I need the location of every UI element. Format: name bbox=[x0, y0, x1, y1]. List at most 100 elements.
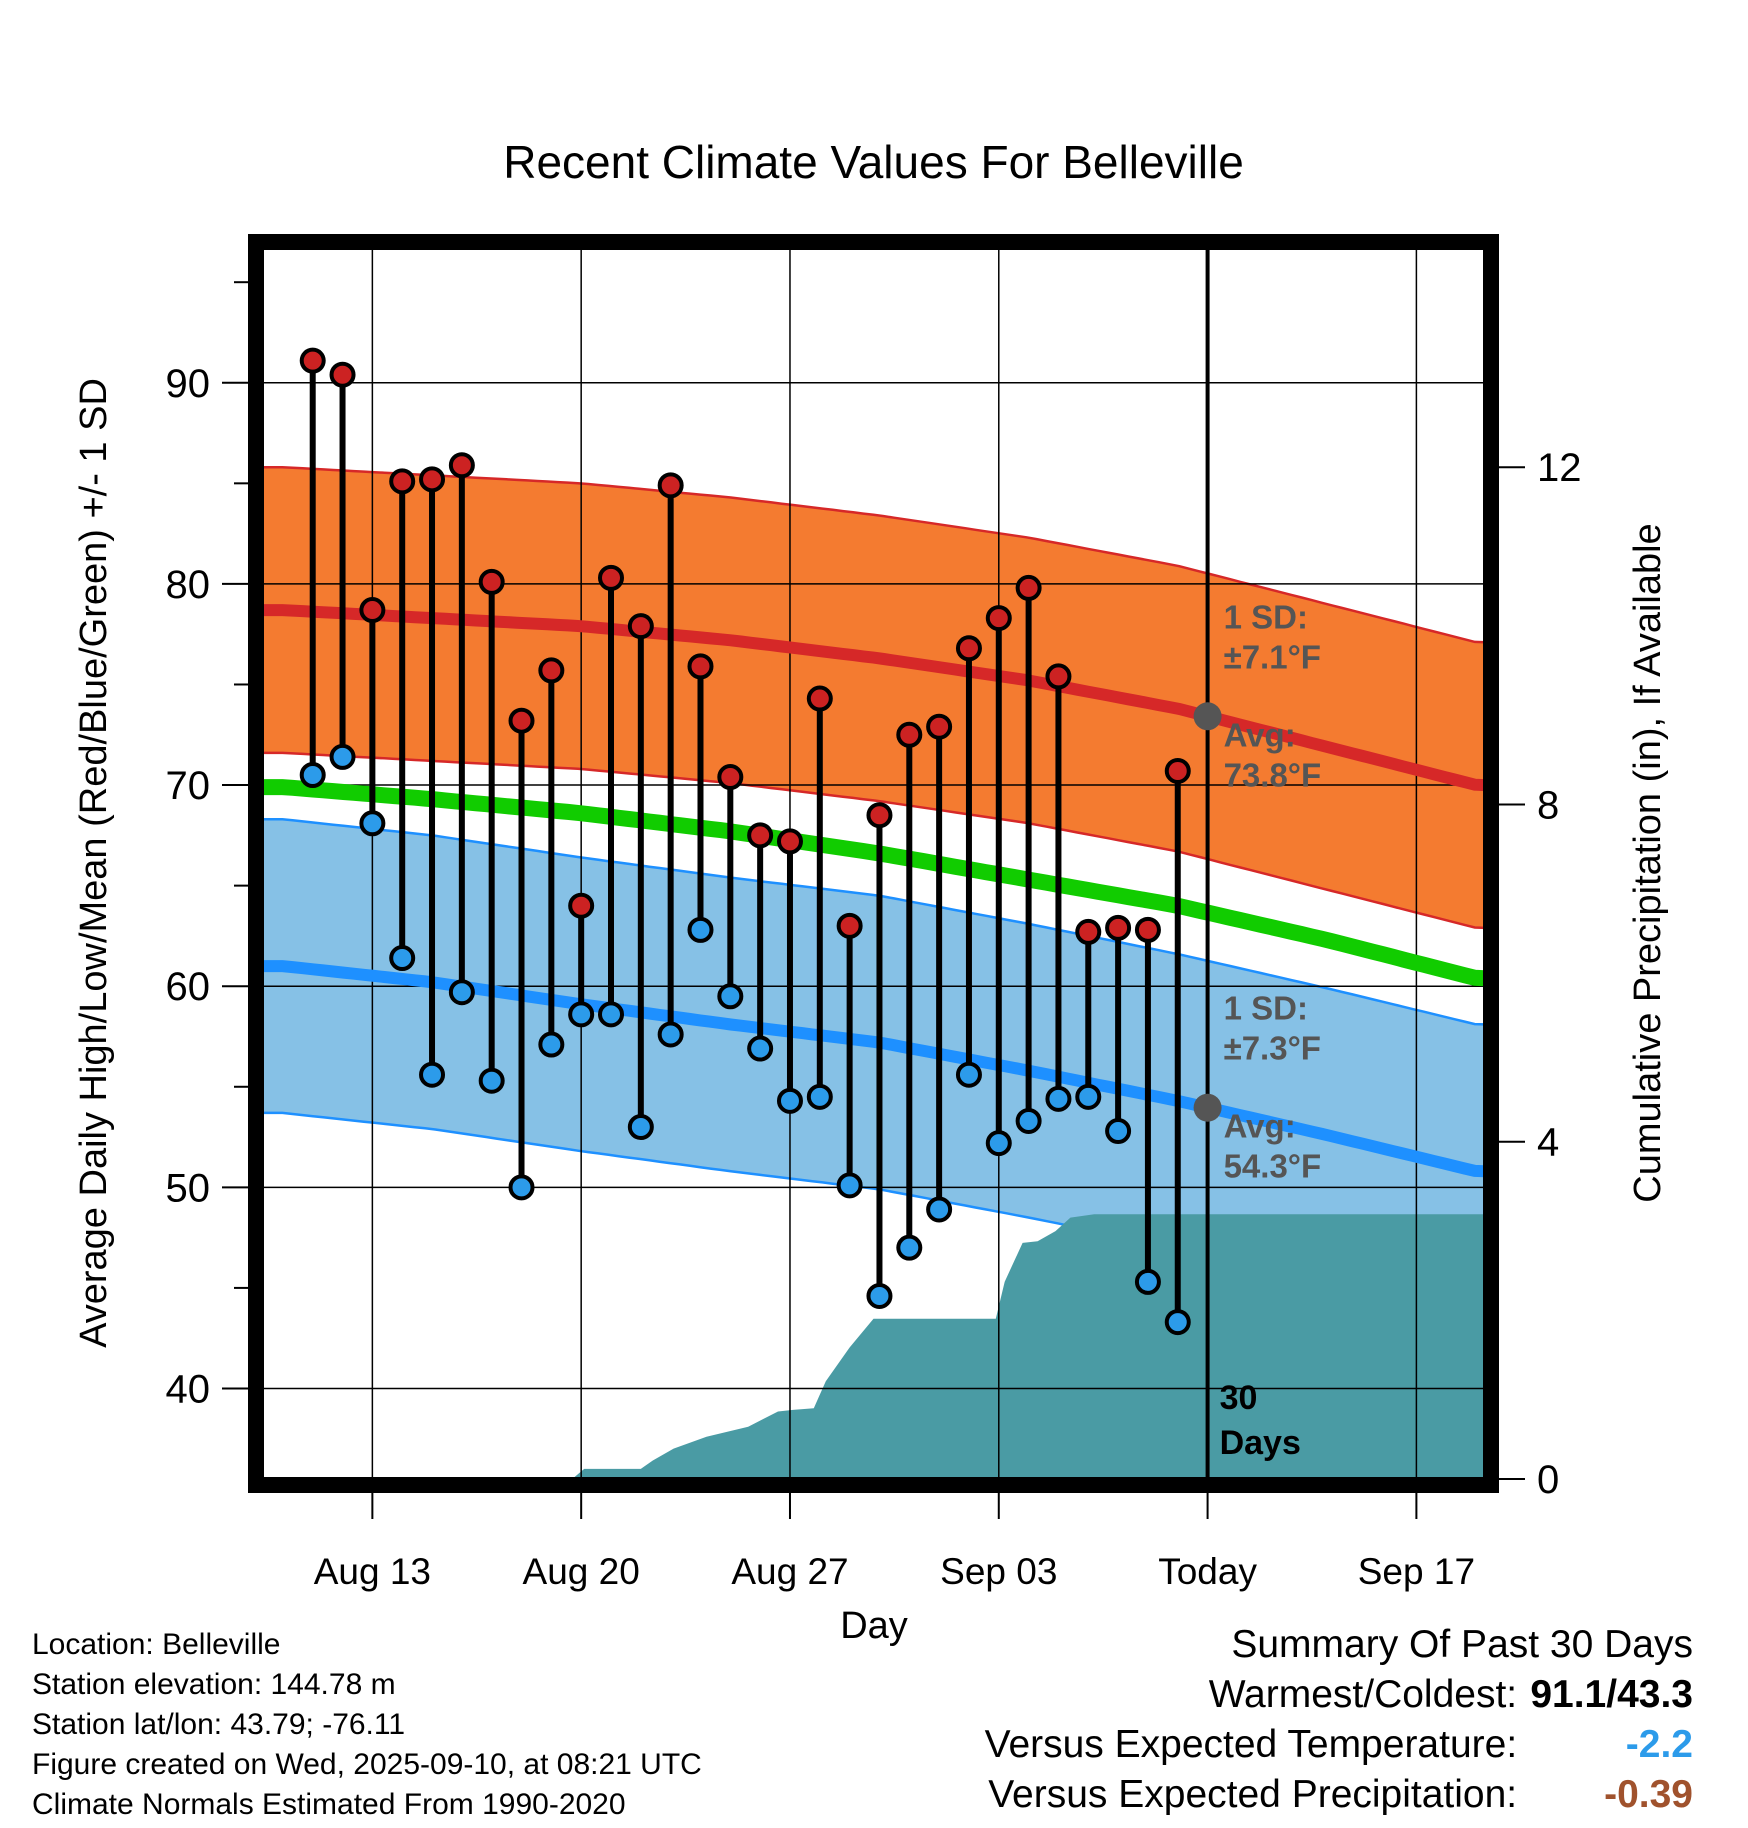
days-word-label: Days bbox=[1220, 1424, 1301, 1462]
summary-panel: Summary Of Past 30 Days Warmest/Coldest:… bbox=[985, 1620, 1693, 1820]
daily-high-dot bbox=[1105, 914, 1132, 941]
high-avg-label: Avg: bbox=[1224, 716, 1296, 753]
daily-low-dot bbox=[747, 1035, 774, 1062]
daily-high-dot bbox=[1045, 663, 1072, 690]
daily-high-dot bbox=[896, 721, 923, 748]
daily-high-dot bbox=[985, 605, 1012, 632]
today-high-avg-marker bbox=[1193, 702, 1222, 731]
temp-value: -2.2 bbox=[1625, 1723, 1693, 1766]
low-sd-upper-edge bbox=[262, 817, 1485, 1026]
daily-low-dot bbox=[1075, 1083, 1102, 1110]
daily-high-dot bbox=[538, 657, 565, 684]
today-low-avg-marker bbox=[1193, 1093, 1222, 1122]
daily-low-dot bbox=[896, 1234, 923, 1261]
precip-row: Versus Expected Precipitation: -0.39 bbox=[985, 1770, 1693, 1820]
daily-high-dot bbox=[627, 613, 654, 640]
warm-cold-value: 91.1/43.3 bbox=[1530, 1673, 1693, 1716]
y-axis-label-left: Average Daily High/Low/Mean (Red/Blue/Gr… bbox=[73, 378, 115, 1348]
daily-high-dot bbox=[955, 635, 982, 662]
warm-cold-label: Warmest/Coldest: bbox=[1208, 1673, 1518, 1716]
daily-high-dot bbox=[1164, 757, 1191, 784]
daily-low-dot bbox=[389, 945, 416, 972]
daily-high-dot bbox=[717, 764, 744, 791]
daily-high-dot bbox=[836, 912, 863, 939]
x-tick-label: Sep 17 bbox=[1358, 1551, 1475, 1592]
x-tick-label: Sep 03 bbox=[940, 1551, 1057, 1592]
daily-low-dot bbox=[776, 1087, 803, 1114]
daily-low-dot bbox=[538, 1031, 565, 1058]
x-axis-label: Day bbox=[840, 1605, 908, 1647]
y-tick-label-80: 80 bbox=[166, 563, 211, 607]
daily-low-dot bbox=[687, 916, 714, 943]
daily-high-dot bbox=[866, 802, 893, 829]
y2-tick-label-0: 0 bbox=[1537, 1458, 1559, 1502]
plot-frame bbox=[248, 234, 1499, 1493]
x-tick-label: Aug 27 bbox=[731, 1551, 848, 1592]
daily-low-dot bbox=[1134, 1268, 1161, 1295]
precip-value: -0.39 bbox=[1604, 1773, 1693, 1816]
chart-title: Recent Climate Values For Belleville bbox=[503, 136, 1244, 188]
high-sd-lower-edge bbox=[262, 751, 1485, 930]
daily-low-dot bbox=[836, 1172, 863, 1199]
daily-low-dot bbox=[1045, 1085, 1072, 1112]
x-tick-label: Today bbox=[1158, 1551, 1257, 1592]
warm-cold-row: Warmest/Coldest: 91.1/43.3 bbox=[985, 1670, 1693, 1720]
daily-high-dot bbox=[359, 597, 386, 624]
daily-high-dot bbox=[926, 713, 953, 740]
normal-high-line bbox=[262, 604, 1485, 792]
high-sd-value: ±7.1°F bbox=[1224, 638, 1321, 675]
daily-low-dot bbox=[717, 983, 744, 1010]
daily-high-dot bbox=[806, 685, 833, 712]
daily-high-dot bbox=[1015, 574, 1042, 601]
y-tick-label-60: 60 bbox=[166, 965, 211, 1009]
high-sd-label: 1 SD: bbox=[1224, 598, 1308, 635]
normal-mean-line bbox=[262, 779, 1485, 987]
daily-high-dot bbox=[419, 466, 446, 493]
daily-low-dot bbox=[448, 979, 475, 1006]
y2-tick-label-12: 12 bbox=[1537, 446, 1582, 490]
precip-label: Versus Expected Precipitation: bbox=[988, 1773, 1518, 1816]
high-avg-value: 73.8°F bbox=[1224, 756, 1322, 793]
normals-text: Climate Normals Estimated From 1990-2020 bbox=[32, 1788, 626, 1821]
daily-low-dot bbox=[419, 1061, 446, 1088]
temp-row: Versus Expected Temperature: -2.2 bbox=[985, 1720, 1693, 1770]
daily-low-dot bbox=[329, 743, 356, 770]
station-info: Location: Belleville Station elevation: … bbox=[32, 1625, 702, 1825]
daily-high-dot bbox=[568, 892, 595, 919]
daily-low-dot bbox=[478, 1067, 505, 1094]
x-tick-label: Aug 13 bbox=[314, 1551, 431, 1592]
daily-high-dot bbox=[448, 452, 475, 479]
daily-high-dot bbox=[598, 564, 625, 591]
y-tick-label-40: 40 bbox=[166, 1367, 211, 1411]
daily-low-dot bbox=[955, 1061, 982, 1088]
latlon-text: Station lat/lon: 43.79; -76.11 bbox=[32, 1708, 406, 1741]
daily-high-dot bbox=[687, 653, 714, 680]
daily-high-dot bbox=[478, 568, 505, 595]
daily-low-dot bbox=[598, 1001, 625, 1028]
daily-low-dot bbox=[359, 810, 386, 837]
daily-low-dot bbox=[627, 1113, 654, 1140]
daily-high-dot bbox=[776, 828, 803, 855]
daily-high-dot bbox=[389, 468, 416, 495]
daily-low-dot bbox=[985, 1130, 1012, 1157]
daily-low-dot bbox=[1164, 1309, 1191, 1336]
daily-low-dot bbox=[657, 1021, 684, 1048]
days-count-label: 30 bbox=[1220, 1379, 1258, 1417]
y-tick-label-50: 50 bbox=[166, 1166, 211, 1210]
y-axis-label-right: Cumulative Precipitation (in), If Availa… bbox=[1627, 523, 1669, 1202]
daily-high-dot bbox=[299, 347, 326, 374]
x-tick-label: Aug 20 bbox=[523, 1551, 640, 1592]
low-avg-value: 54.3°F bbox=[1224, 1148, 1322, 1185]
daily-low-dot bbox=[866, 1282, 893, 1309]
low-avg-label: Avg: bbox=[1224, 1108, 1296, 1145]
daily-high-dot bbox=[747, 822, 774, 849]
precipitation-area bbox=[572, 1214, 1485, 1479]
daily-high-dot bbox=[508, 707, 535, 734]
daily-high-dot bbox=[657, 472, 684, 499]
daily-high-dot bbox=[1134, 916, 1161, 943]
elevation-text: Station elevation: 144.78 m bbox=[32, 1668, 396, 1701]
low-sd-label: 1 SD: bbox=[1224, 990, 1308, 1027]
daily-low-dot bbox=[508, 1174, 535, 1201]
temp-label: Versus Expected Temperature: bbox=[984, 1723, 1518, 1766]
